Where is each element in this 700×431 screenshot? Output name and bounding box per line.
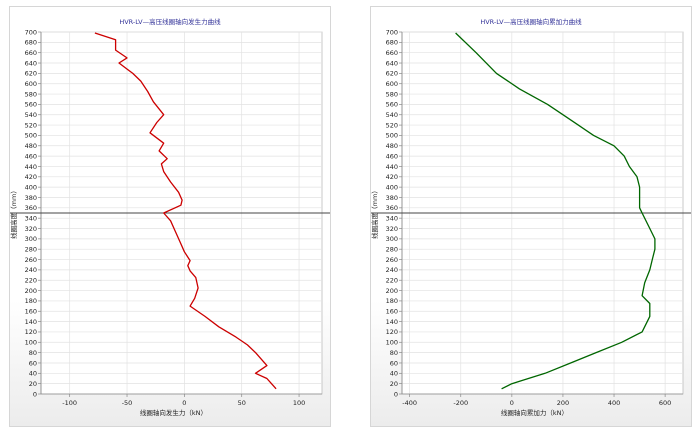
series-line <box>455 32 656 390</box>
x-tick-label: 600 <box>659 399 671 407</box>
y-tick-label: 20 <box>29 380 37 388</box>
x-tick-label: -50 <box>122 399 133 407</box>
y-tick-label: 180 <box>386 297 398 305</box>
y-tick-label: 420 <box>386 173 398 181</box>
y-tick-label: 80 <box>390 349 398 357</box>
y-tick-label: 600 <box>25 80 37 88</box>
y-tick-label: 440 <box>25 163 37 171</box>
y-tick-label: 0 <box>33 390 37 398</box>
x-tick-label: 200 <box>557 399 569 407</box>
y-tick-label: 500 <box>25 132 37 140</box>
y-tick-label: 400 <box>25 183 37 191</box>
y-tick-label: 160 <box>25 308 37 316</box>
y-tick-label: 440 <box>386 163 398 171</box>
y-tick-label: 420 <box>25 173 37 181</box>
y-tick-label: 120 <box>25 328 37 336</box>
y-tick-label: 160 <box>386 308 398 316</box>
y-tick-label: 280 <box>25 246 37 254</box>
y-tick-label: 60 <box>29 359 37 367</box>
y-tick-label: 560 <box>25 101 37 109</box>
x-tick-label: 0 <box>510 399 514 407</box>
y-tick-label: 320 <box>25 225 37 233</box>
x-tick-label: 400 <box>608 399 620 407</box>
y-tick-label: 640 <box>25 59 37 67</box>
y-tick-label: 480 <box>25 142 37 150</box>
x-tick-label: -100 <box>62 399 77 407</box>
chart-title: HVR-LV—高压线圈轴向发生力曲线 <box>119 17 221 26</box>
y-tick-label: 140 <box>386 318 398 326</box>
y-tick-label: 640 <box>386 59 398 67</box>
y-tick-label: 700 <box>386 28 398 36</box>
force-chart-svg: 0 20 40 60 80 100 120 140 160 180 200 220 240 260 280 3… <box>10 17 330 417</box>
y-tick-label: 480 <box>386 142 398 150</box>
y-tick-label: 680 <box>25 39 37 47</box>
right-chart-panel: 0 20 40 60 80 100 120 140 160 180 200 220 240 260 280 3… <box>370 6 692 427</box>
series-line <box>94 32 277 390</box>
y-tick-label: 700 <box>25 28 37 36</box>
y-tick-label: 240 <box>386 266 398 274</box>
y-tick-label: 0 <box>394 390 398 398</box>
y-tick-label: 20 <box>390 380 398 388</box>
y-tick-label: 300 <box>25 235 37 243</box>
y-tick-label: 400 <box>386 183 398 191</box>
y-tick-label: 600 <box>386 80 398 88</box>
y-tick-label: 320 <box>386 225 398 233</box>
y-tick-label: 80 <box>29 349 37 357</box>
y-axis-label: 线圈高度（mm） <box>10 187 18 239</box>
y-tick-label: 500 <box>386 132 398 140</box>
y-tick-label: 220 <box>25 277 37 285</box>
y-tick-label: 40 <box>29 370 37 378</box>
x-tick-label: -400 <box>402 399 417 407</box>
y-tick-label: 580 <box>25 90 37 98</box>
y-tick-label: 340 <box>386 214 398 222</box>
y-tick-label: 520 <box>25 121 37 129</box>
y-tick-label: 340 <box>25 214 37 222</box>
y-tick-label: 60 <box>390 359 398 367</box>
cumulative-force-chart-svg: 0 20 40 60 80 100 120 140 160 180 200 220 240 260 280 3… <box>371 17 691 417</box>
x-axis-label: 线圈轴向发生力（kN） <box>140 408 207 417</box>
y-tick-label: 260 <box>386 256 398 264</box>
y-tick-label: 680 <box>386 39 398 47</box>
y-axis-label: 线圈高度（mm） <box>371 187 379 239</box>
y-tick-label: 280 <box>386 246 398 254</box>
left-chart-panel: 0 20 40 60 80 100 120 140 160 180 200 220 240 260 280 3… <box>9 6 331 427</box>
y-tick-label: 560 <box>386 101 398 109</box>
y-tick-label: 460 <box>386 152 398 160</box>
x-tick-label: 100 <box>293 399 305 407</box>
y-tick-label: 660 <box>25 49 37 57</box>
y-tick-label: 200 <box>25 287 37 295</box>
y-tick-label: 240 <box>25 266 37 274</box>
y-tick-label: 180 <box>25 297 37 305</box>
y-tick-label: 540 <box>25 111 37 119</box>
y-tick-label: 580 <box>386 90 398 98</box>
y-tick-label: 100 <box>25 339 37 347</box>
chart-title: HVR-LV—高压线圈轴向累加力曲线 <box>480 17 582 26</box>
y-tick-label: 120 <box>386 328 398 336</box>
y-tick-label: 360 <box>386 204 398 212</box>
y-tick-label: 260 <box>25 256 37 264</box>
y-tick-label: 40 <box>390 370 398 378</box>
x-tick-label: 0 <box>182 399 186 407</box>
x-tick-label: 50 <box>238 399 246 407</box>
y-tick-label: 200 <box>386 287 398 295</box>
x-axis-label: 线圈轴向累加力（kN） <box>501 408 568 417</box>
x-tick-label: -200 <box>453 399 468 407</box>
y-tick-label: 220 <box>386 277 398 285</box>
y-tick-label: 660 <box>386 49 398 57</box>
y-tick-label: 380 <box>25 194 37 202</box>
y-tick-label: 620 <box>386 70 398 78</box>
y-tick-label: 380 <box>386 194 398 202</box>
y-tick-label: 540 <box>386 111 398 119</box>
y-tick-label: 100 <box>386 339 398 347</box>
y-tick-label: 620 <box>25 70 37 78</box>
y-tick-label: 460 <box>25 152 37 160</box>
y-tick-label: 140 <box>25 318 37 326</box>
y-tick-label: 300 <box>386 235 398 243</box>
y-tick-label: 520 <box>386 121 398 129</box>
y-tick-label: 360 <box>25 204 37 212</box>
